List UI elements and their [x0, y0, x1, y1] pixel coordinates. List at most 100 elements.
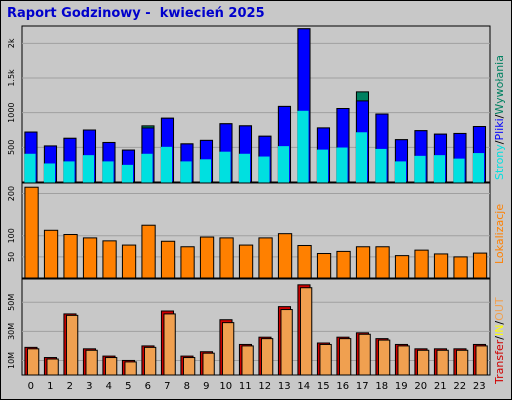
bar-2-1-0 [26, 348, 40, 376]
x-tick-label-23: 23 [473, 381, 486, 392]
bar-0-2-2 [63, 161, 75, 183]
x-tick-label-16: 16 [336, 381, 349, 392]
y-tick-label-2-0: 10M [7, 352, 16, 369]
legend-lokalizacje: Lokalizacje [493, 204, 506, 264]
x-tick-label-18: 18 [375, 381, 388, 392]
bar-0-2-14 [297, 110, 309, 183]
bar-1-0-10 [219, 237, 234, 279]
y-tick-label-1-0: 50 [7, 252, 16, 262]
legend-out: OUT [493, 297, 506, 321]
x-tick-label-15: 15 [317, 381, 330, 392]
legend-pliki: Pliki [493, 118, 506, 140]
y-tick-label-1-1: 100 [7, 228, 16, 243]
bar-2-1-16 [338, 338, 352, 376]
bar-0-2-11 [238, 153, 251, 183]
legend-sep-2: / [493, 114, 506, 118]
bar-1-0-2 [63, 234, 78, 279]
legend-bottom: Transfer/IN/OUT [493, 297, 506, 385]
x-tick-label-13: 13 [278, 381, 291, 392]
legend-top: Strony/Pliki/Wywołania [493, 55, 506, 180]
bar-0-2-0 [24, 153, 36, 183]
bar-2-1-1 [46, 358, 59, 376]
bar-1-0-21 [433, 253, 449, 279]
bar-2-1-5 [124, 361, 137, 376]
x-tick-label-10: 10 [219, 381, 232, 392]
bar-0-2-20 [414, 155, 426, 183]
bar-1-0-4 [102, 240, 117, 279]
bar-0-2-8 [180, 161, 192, 183]
bar-0-2-15 [316, 149, 329, 183]
x-tick-label-3: 3 [86, 381, 92, 392]
bar-1-0-20 [414, 249, 429, 279]
legend-sep-1: / [493, 140, 506, 144]
x-tick-label-22: 22 [453, 381, 466, 392]
x-tick-label-9: 9 [203, 381, 209, 392]
legend-in: IN [493, 325, 506, 336]
bar-1-0-3 [82, 237, 98, 279]
bar-0-2-23 [472, 153, 485, 183]
bar-2-1-2 [65, 314, 79, 376]
bar-1-0-23 [472, 252, 488, 279]
bar-1-0-12 [258, 237, 273, 279]
x-tick-label-21: 21 [434, 381, 447, 392]
bar-0-2-17 [355, 132, 368, 183]
y-tick-label-0-3: 2k [7, 38, 16, 48]
bar-2-1-14 [299, 287, 313, 376]
bar-2-1-22 [455, 349, 469, 376]
bar-1-0-1 [43, 229, 59, 279]
x-tick-label-20: 20 [414, 381, 427, 392]
legend-sep-4: / [493, 321, 506, 325]
y-tick-label-2-1: 30M [7, 323, 16, 340]
bar-0-2-4 [102, 161, 114, 183]
bar-2-1-13 [280, 309, 293, 376]
bar-0-2-1 [43, 163, 56, 183]
legend-wywolania: Wywołania [493, 55, 506, 115]
bar-0-2-7 [160, 146, 173, 183]
legend-strony: Strony [493, 144, 506, 180]
plot-area-2 [21, 278, 491, 376]
x-tick-label-1: 1 [47, 381, 53, 392]
bar-2-1-17 [358, 333, 371, 376]
bar-1-0-18 [375, 246, 390, 279]
bar-2-1-9 [202, 352, 215, 376]
bar-0-2-19 [394, 161, 407, 183]
bar-2-1-18 [377, 339, 391, 376]
x-tick-label-7: 7 [164, 381, 170, 392]
x-tick-label-5: 5 [125, 381, 131, 392]
x-tick-label-6: 6 [145, 381, 151, 392]
bar-1-0-15 [316, 253, 332, 279]
bar-0-2-13 [277, 146, 290, 183]
bar-1-0-8 [180, 246, 195, 279]
bar-0-2-16 [336, 147, 348, 183]
bar-1-0-11 [238, 244, 254, 279]
x-tick-label-8: 8 [184, 381, 190, 392]
x-tick-label-14: 14 [297, 381, 310, 392]
x-tick-label-12: 12 [258, 381, 271, 392]
bar-0-2-21 [433, 155, 446, 183]
plot-area-0 [21, 25, 491, 183]
bar-0-2-3 [82, 155, 95, 183]
bar-2-1-10 [221, 322, 235, 376]
bar-1-0-9 [199, 236, 215, 279]
page-title: Raport Godzinowy - kwiecień 2025 [7, 6, 265, 21]
legend-middle: Lokalizacje [493, 204, 506, 264]
bar-1-0-22 [453, 256, 468, 279]
bar-2-1-4 [104, 357, 118, 376]
x-tick-label-2: 2 [67, 381, 73, 392]
bar-2-1-6 [143, 346, 157, 376]
bar-0-2-6 [141, 153, 153, 183]
bar-2-1-11 [241, 345, 254, 376]
bar-0-2-9 [199, 159, 212, 183]
x-tick-label-11: 11 [239, 381, 252, 392]
x-tick-label-17: 17 [356, 381, 369, 392]
x-tick-label-19: 19 [395, 381, 408, 392]
bar-1-0-5 [121, 244, 137, 279]
bar-1-0-7 [160, 240, 176, 279]
bar-2-1-15 [319, 343, 332, 376]
bar-1-0-14 [297, 244, 312, 279]
y-tick-label-0-1: 1000 [7, 102, 16, 122]
bar-0-2-10 [219, 151, 231, 183]
x-tick-label-0: 0 [28, 381, 34, 392]
bar-1-0-17 [355, 246, 371, 279]
